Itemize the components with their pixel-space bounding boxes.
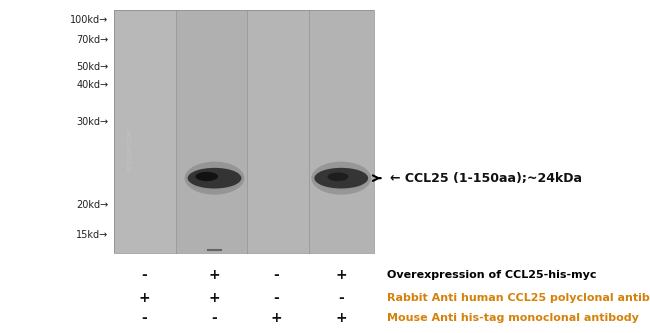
Ellipse shape bbox=[320, 181, 362, 189]
Text: -: - bbox=[142, 311, 147, 325]
Text: ← CCL25 (1-150aa);~24kDa: ← CCL25 (1-150aa);~24kDa bbox=[390, 171, 582, 185]
Text: +: + bbox=[335, 268, 347, 282]
Text: Rabbit Anti human CCL25 polyclonal antibody: Rabbit Anti human CCL25 polyclonal antib… bbox=[387, 293, 650, 303]
Bar bbox=[114, 10, 374, 253]
Text: 100kd→: 100kd→ bbox=[70, 15, 109, 25]
Text: -: - bbox=[212, 311, 217, 325]
Ellipse shape bbox=[315, 168, 368, 188]
Text: +: + bbox=[335, 311, 347, 325]
Text: 50kd→: 50kd→ bbox=[76, 62, 109, 72]
Text: -: - bbox=[142, 268, 147, 282]
Text: +: + bbox=[209, 291, 220, 305]
Text: -: - bbox=[274, 268, 279, 282]
Text: -: - bbox=[339, 291, 344, 305]
Text: Mouse Anti his-tag monoclonal antibody: Mouse Anti his-tag monoclonal antibody bbox=[387, 313, 638, 323]
Text: +: + bbox=[138, 291, 150, 305]
Ellipse shape bbox=[194, 181, 235, 189]
Text: +: + bbox=[209, 268, 220, 282]
Text: Overexpression of CCL25-his-myc: Overexpression of CCL25-his-myc bbox=[387, 270, 596, 280]
Bar bbox=[176, 10, 247, 253]
Text: 70kd→: 70kd→ bbox=[76, 35, 109, 45]
Bar bbox=[114, 10, 176, 253]
Ellipse shape bbox=[188, 168, 241, 188]
Bar bbox=[247, 10, 309, 253]
Text: 40kd→: 40kd→ bbox=[77, 80, 109, 90]
Bar bbox=[309, 10, 374, 253]
Text: PTGCAB.COM: PTGCAB.COM bbox=[127, 129, 133, 171]
Text: 20kd→: 20kd→ bbox=[76, 200, 109, 210]
Text: 15kd→: 15kd→ bbox=[76, 230, 109, 240]
Ellipse shape bbox=[185, 162, 244, 195]
Text: -: - bbox=[274, 291, 279, 305]
Text: +: + bbox=[270, 311, 282, 325]
Ellipse shape bbox=[196, 172, 218, 181]
Text: 30kd→: 30kd→ bbox=[77, 117, 109, 127]
Ellipse shape bbox=[328, 172, 348, 181]
Ellipse shape bbox=[311, 162, 371, 195]
